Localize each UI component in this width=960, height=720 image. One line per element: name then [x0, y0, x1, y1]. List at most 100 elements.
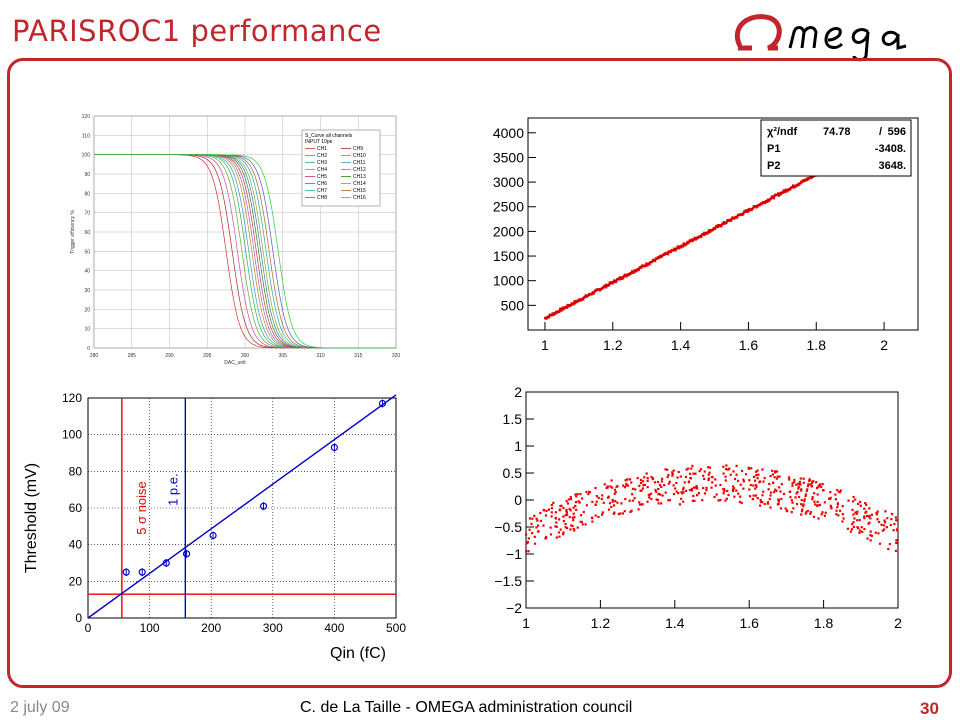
data-point	[544, 514, 548, 517]
y-tick-label: 0	[514, 492, 522, 508]
data-point	[841, 520, 844, 523]
data-point	[590, 293, 594, 296]
data-point	[800, 513, 803, 516]
data-point	[828, 497, 832, 501]
y-tick-label: 50	[84, 249, 90, 255]
data-point	[695, 484, 698, 488]
data-point	[594, 514, 597, 517]
data-point	[539, 519, 543, 522]
data-point	[777, 192, 780, 195]
data-point	[561, 533, 565, 536]
data-point	[658, 483, 662, 487]
data-point	[856, 519, 859, 522]
data-point	[680, 491, 683, 494]
y-tick-label: 2500	[493, 199, 524, 215]
data-point	[585, 504, 589, 507]
data-point	[887, 547, 890, 551]
data-point	[701, 499, 704, 502]
data-point	[722, 465, 725, 468]
noise-label: 5 σ noise	[134, 481, 149, 535]
data-point	[715, 224, 719, 227]
data-point	[564, 522, 567, 526]
data-point	[607, 508, 611, 511]
data-point	[602, 501, 605, 504]
data-point	[742, 487, 745, 490]
y-tick-label: 90	[84, 172, 90, 178]
data-point	[681, 488, 685, 491]
data-point	[702, 486, 705, 490]
data-point	[527, 537, 530, 540]
data-point	[747, 210, 750, 213]
data-point	[851, 500, 855, 503]
data-point	[641, 480, 645, 483]
data-point	[550, 507, 554, 510]
data-point	[572, 303, 575, 306]
data-point	[829, 491, 832, 494]
data-point	[637, 268, 640, 272]
data-point	[727, 468, 730, 471]
data-point	[655, 490, 658, 493]
data-point	[732, 470, 735, 473]
data-point	[787, 476, 791, 479]
data-point	[802, 503, 805, 506]
data-point	[667, 499, 670, 502]
legend-entry: CH3	[317, 160, 327, 166]
data-point	[731, 488, 735, 491]
data-point	[631, 493, 634, 496]
data-point	[525, 533, 528, 536]
data-point	[808, 479, 811, 483]
data-point	[778, 486, 781, 489]
data-point	[628, 499, 631, 502]
data-point	[864, 511, 867, 514]
data-point	[839, 509, 842, 512]
data-point	[562, 506, 565, 510]
data-point	[533, 514, 536, 518]
data-point	[806, 488, 809, 491]
stats-box	[760, 119, 912, 177]
y-tick-label: 2000	[493, 223, 524, 239]
data-point	[600, 497, 603, 501]
data-point	[779, 490, 782, 493]
data-point	[748, 495, 752, 498]
data-point	[601, 511, 604, 514]
data-point	[531, 532, 534, 535]
data-point	[687, 480, 691, 483]
data-point	[681, 245, 685, 248]
data-point	[877, 532, 880, 535]
data-point	[676, 476, 679, 479]
data-point	[649, 492, 653, 495]
y-tick-label: 80	[84, 191, 90, 197]
y-tick-label: 100	[62, 428, 82, 442]
data-point	[569, 498, 573, 501]
data-point	[674, 487, 677, 490]
data-point	[530, 522, 533, 526]
data-point	[742, 480, 746, 483]
data-point	[645, 472, 648, 475]
data-point	[756, 205, 759, 208]
data-point	[709, 230, 712, 234]
x-tick-label: 300	[263, 621, 283, 635]
data-point	[757, 473, 760, 476]
data-point	[841, 513, 844, 516]
data-point	[739, 495, 742, 498]
data-point	[733, 495, 736, 498]
data-point	[642, 484, 645, 487]
data-point	[776, 475, 779, 478]
data-point	[566, 513, 569, 516]
data-point	[542, 509, 546, 512]
data-point	[554, 516, 557, 519]
x-tick-label: 305	[279, 353, 288, 359]
data-point	[791, 484, 794, 487]
data-point	[683, 244, 687, 247]
data-point	[769, 506, 772, 509]
data-point	[737, 492, 740, 495]
data-point	[547, 508, 551, 511]
data-point	[856, 526, 859, 529]
data-point	[834, 493, 837, 496]
data-point	[630, 481, 633, 484]
data-point	[555, 536, 558, 539]
data-point	[878, 542, 882, 545]
data-point	[597, 515, 600, 519]
s-curve-chart: 0 10 20 30 40 50 60 70 80 90 100 110 120 280 285 290 295…	[56, 108, 401, 370]
x-tick-label: 2	[880, 337, 888, 353]
